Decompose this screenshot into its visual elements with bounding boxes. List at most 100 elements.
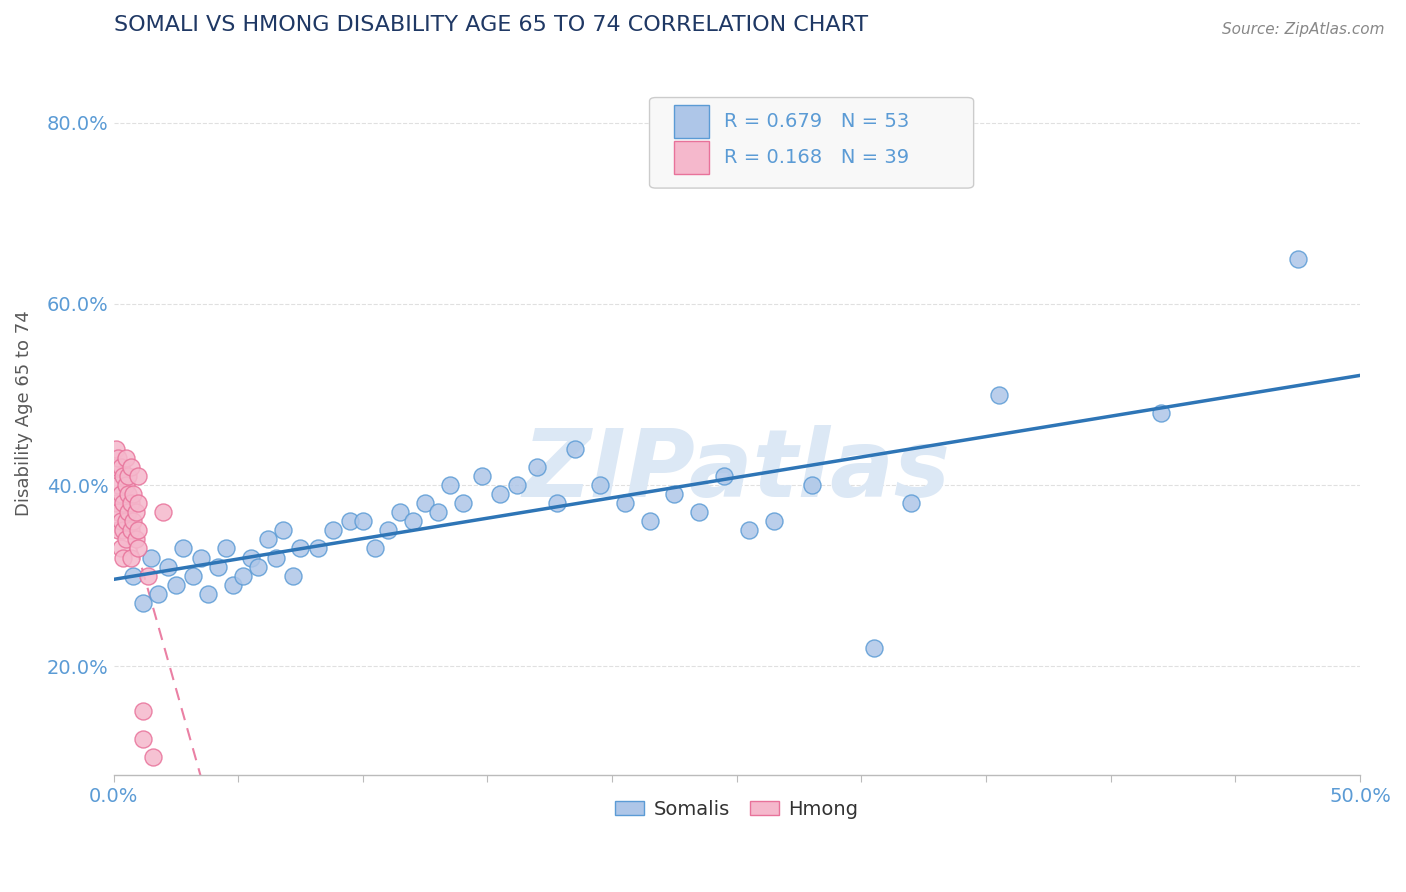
Point [127,541,149,556]
Point [506,478,529,492]
Point [264,550,287,565]
Point [197,587,219,601]
Point [117,469,139,483]
Point [800,478,823,492]
Point [402,514,425,528]
Point [110,459,132,474]
Point [281,568,304,582]
Text: ZIPatlas: ZIPatlas [523,425,950,516]
Point [181,568,204,582]
Point [110,514,132,528]
Point [152,505,174,519]
Point [125,505,148,519]
Point [451,496,474,510]
Point [132,731,155,746]
Point [104,442,127,456]
Text: SOMALI VS HMONG DISABILITY AGE 65 TO 74 CORRELATION CHART: SOMALI VS HMONG DISABILITY AGE 65 TO 74 … [114,15,868,35]
Point [413,496,436,510]
Point [247,559,270,574]
Point [900,496,922,510]
Point [104,459,127,474]
Point [290,541,312,556]
FancyBboxPatch shape [675,105,710,137]
Point [165,577,187,591]
Point [307,541,329,556]
Point [125,533,148,547]
Text: R = 0.168   N = 39: R = 0.168 N = 39 [724,148,910,167]
Point [104,496,127,510]
Point [664,487,686,501]
Point [232,568,254,582]
Point [112,550,135,565]
Point [142,749,165,764]
Point [215,541,238,556]
Point [138,568,160,582]
Point [863,641,886,656]
Point [115,533,138,547]
Point [122,514,145,528]
Point [115,514,138,528]
Point [127,469,149,483]
Point [148,587,170,601]
Point [564,442,586,456]
FancyBboxPatch shape [650,97,973,188]
Point [987,387,1010,401]
Point [110,541,132,556]
Point [222,577,245,591]
Point [127,524,149,538]
Point [122,568,145,582]
FancyBboxPatch shape [675,141,710,174]
Point [1149,406,1171,420]
Point [115,478,138,492]
Point [190,550,212,565]
Text: Source: ZipAtlas.com: Source: ZipAtlas.com [1222,22,1385,37]
Point [120,459,142,474]
Point [117,487,139,501]
Point [107,450,129,465]
Point [115,450,138,465]
Point [110,487,132,501]
Point [377,524,399,538]
Text: R = 0.679   N = 53: R = 0.679 N = 53 [724,112,910,131]
Point [107,478,129,492]
Point [352,514,374,528]
Point [207,559,229,574]
Point [322,524,344,538]
Point [526,459,548,474]
Point [122,487,145,501]
Point [439,478,461,492]
Point [489,487,512,501]
Point [120,496,142,510]
Point [112,524,135,538]
Point [763,514,786,528]
Point [364,541,387,556]
Point [117,505,139,519]
Point [139,550,162,565]
Point [1286,252,1309,266]
Point [738,524,761,538]
Point [713,469,735,483]
Point [107,524,129,538]
Legend: Somalis, Hmong: Somalis, Hmong [607,792,866,827]
Point [613,496,636,510]
Point [471,469,494,483]
Point [120,550,142,565]
Point [638,514,661,528]
Point [132,596,155,610]
Point [107,505,129,519]
Point [112,496,135,510]
Point [271,524,294,538]
Point [589,478,612,492]
Point [546,496,568,510]
Point [257,533,280,547]
Point [239,550,262,565]
Y-axis label: Disability Age 65 to 74: Disability Age 65 to 74 [15,310,32,516]
Point [172,541,194,556]
Point [157,559,180,574]
Point [132,705,155,719]
Point [339,514,361,528]
Point [426,505,449,519]
Point [120,524,142,538]
Point [688,505,710,519]
Point [389,505,412,519]
